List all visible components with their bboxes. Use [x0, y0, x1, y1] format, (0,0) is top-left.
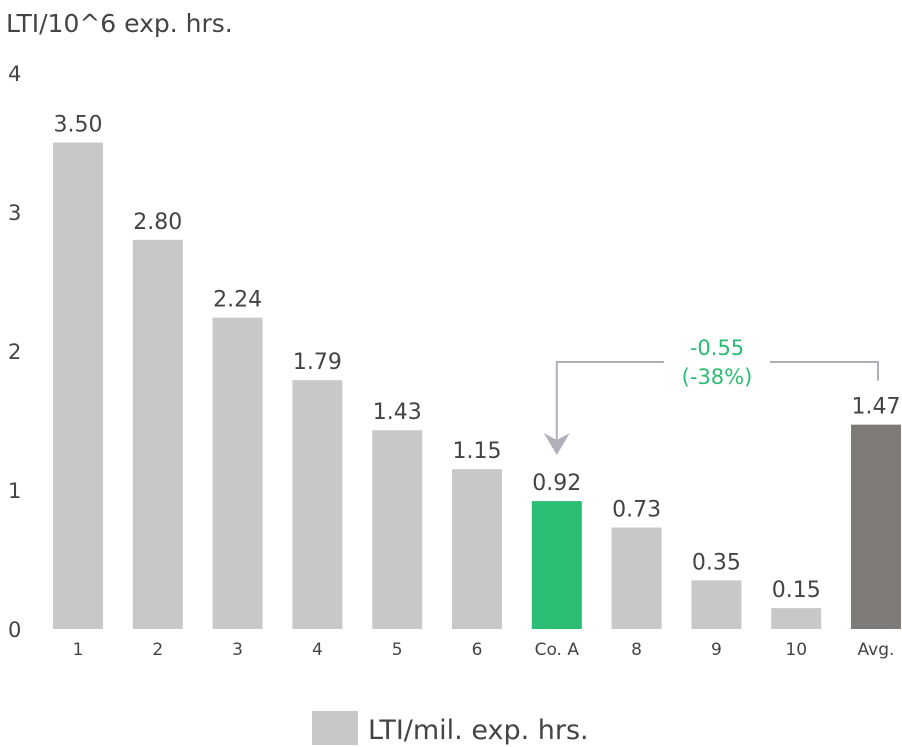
x-tick-label: 3 [232, 640, 243, 660]
x-tick-label: 1 [73, 640, 84, 660]
x-tick-label: 9 [711, 640, 722, 660]
bar-value-label: 1.79 [293, 350, 342, 375]
bar-value-label: 0.92 [532, 471, 581, 496]
x-axis-ticks: 1 2 3 4 5 6 Co. A 8 9 10 Avg. [73, 640, 895, 660]
bar-value-label: 1.47 [852, 395, 901, 420]
bar-value-label: 3.50 [54, 113, 103, 138]
legend-swatch [312, 711, 358, 745]
annotation-arrowhead [543, 433, 570, 455]
bar-4 [292, 380, 343, 629]
y-axis-title: LTI/10^6 exp. hrs. [6, 9, 233, 38]
bar-6 [452, 469, 502, 629]
bar-co-a [531, 501, 582, 629]
y-tick-label: 3 [8, 201, 21, 225]
legend-label: LTI/mil. exp. hrs. [368, 715, 589, 746]
annotation-line-right [770, 361, 879, 381]
legend: LTI/mil. exp. hrs. [312, 711, 589, 746]
bar-10 [771, 608, 822, 629]
y-tick-label: 4 [8, 62, 21, 86]
x-tick-label: Avg. [858, 640, 895, 660]
x-tick-label: Co. A [535, 640, 580, 660]
bar-value-label: 0.73 [612, 498, 661, 523]
bar-1 [53, 142, 103, 629]
bar-2 [132, 239, 183, 630]
annotation-difference: -0.55 [690, 336, 744, 360]
x-tick-label: 6 [472, 640, 483, 660]
bar-value-label: 0.35 [692, 550, 741, 575]
y-tick-label: 2 [8, 340, 21, 364]
y-tick-label: 1 [8, 479, 21, 503]
bar-5 [372, 430, 423, 629]
annotation-percent: (-38%) [682, 365, 753, 389]
bar-value-label: 0.15 [772, 578, 821, 603]
bar-avg [851, 424, 901, 629]
bars [53, 142, 901, 630]
y-tick-label: 0 [8, 618, 21, 642]
x-tick-label: 2 [152, 640, 163, 660]
annotation-line-left [555, 361, 664, 445]
bar-value-label: 2.24 [213, 288, 262, 313]
difference-annotation: -0.55 (-38%) [543, 336, 879, 455]
bar-3 [212, 317, 263, 629]
bar-value-label: 1.43 [373, 400, 422, 425]
value-labels: 3.50 2.80 2.24 1.79 1.43 1.15 0.92 0.73 0.35 0.15… [54, 113, 901, 604]
x-tick-label: 5 [392, 640, 403, 660]
bar-value-label: 1.15 [453, 439, 502, 464]
y-axis-ticks: 0 1 2 3 4 [8, 62, 21, 642]
x-tick-label: 4 [312, 640, 323, 660]
bar-9 [691, 580, 742, 629]
bar-value-label: 2.80 [133, 210, 182, 235]
bar-8 [611, 527, 662, 629]
x-tick-label: 10 [785, 640, 807, 660]
x-tick-label: 8 [631, 640, 642, 660]
